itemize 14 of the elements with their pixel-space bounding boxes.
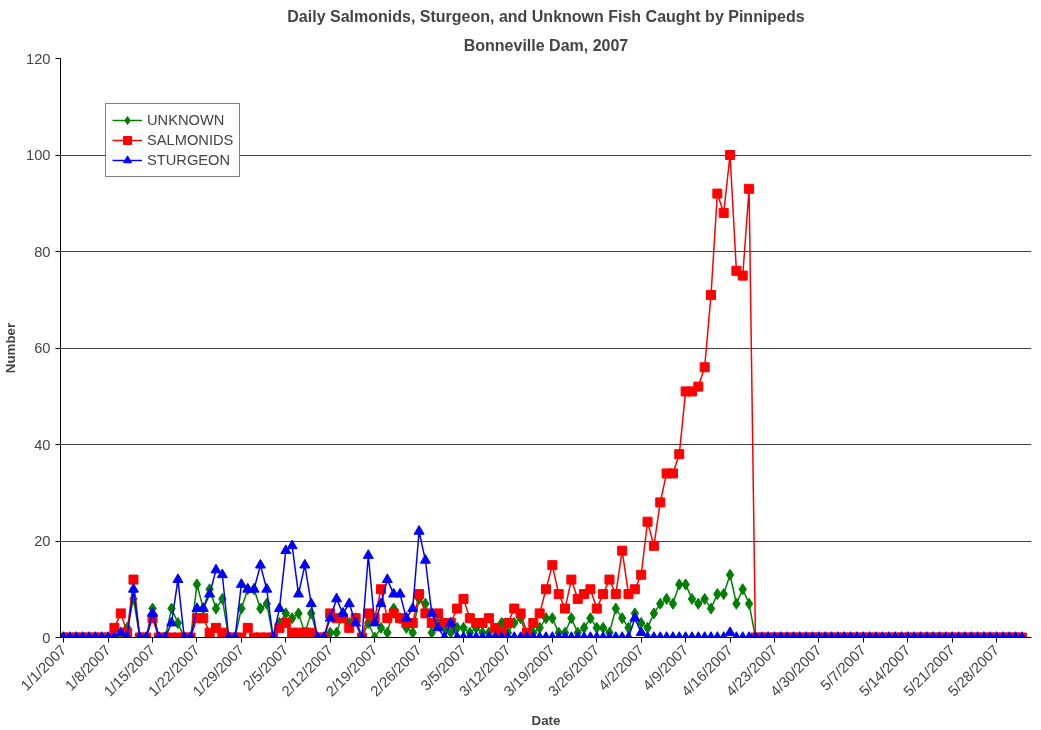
y-tick-label: 20 [34,533,51,549]
y-axis-title: Number [3,322,19,374]
y-tick-label: 80 [34,243,51,260]
y-tick-label: 40 [34,436,51,453]
legend-label: UNKNOWN [147,112,225,128]
legend-label: STURGEON [147,152,231,168]
legend-label: SALMONIDS [147,132,234,148]
x-axis-title: Date [531,712,561,728]
y-tick-label: 100 [26,147,51,163]
y-tick-label: 0 [42,629,51,646]
y-tick-label: 120 [26,50,51,67]
chart-title: Daily Salmonids, Sturgeon, and Unknown Fish Caught by Pinnipeds [287,7,805,25]
y-tick-label: 60 [34,340,51,356]
chart-subtitle: Bonneville Dam, 2007 [463,36,629,54]
